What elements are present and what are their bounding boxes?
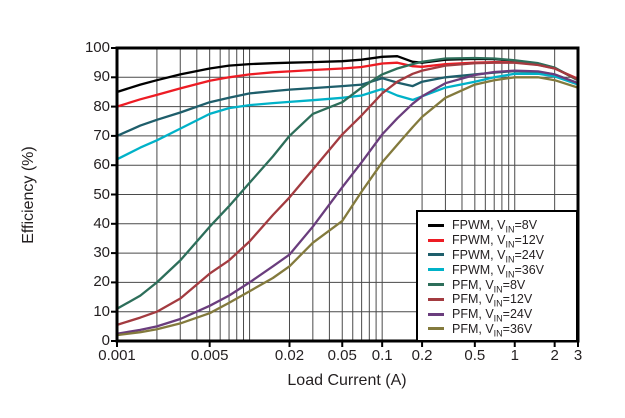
legend-item: PFM, VIN=24V [428,307,576,324]
y-tick-label: 20 [93,273,110,291]
data-curves [115,55,580,337]
x-tick-label: 0.005 [190,347,229,364]
x-tick-label: 0.2 [411,347,433,364]
x-tick-label: 3 [573,347,583,364]
legend-swatch-line [428,238,444,242]
legend-label: PFM, VIN=12V [452,292,533,309]
y-tick-label: 50 [93,185,110,203]
x-tick-label: 0.5 [464,347,486,364]
legend-label: PFM, VIN=24V [452,307,533,324]
legend-label: FPWM, VIN=36V [452,262,545,280]
x-tick-label: 0.1 [371,347,393,364]
legend-swatch-line [428,268,444,272]
legend-label: FPWM, VIN=24V [452,247,545,265]
legend-swatch-line [428,283,444,287]
legend-item: FPWM, VIN=12V [428,233,576,250]
y-tick-label: 60 [93,156,110,174]
x-tick-label: 1 [510,347,519,364]
legend-item: PFM, VIN=8V [428,277,576,295]
y-tick-label: 80 [93,97,110,115]
x-tick-label: 0.001 [98,347,136,364]
series-pfm-vin-8v [115,56,580,310]
legend-swatch-line [428,223,444,227]
series-pfm-vin-24v [115,69,580,335]
legend-item: FPWM, VIN=8V [428,218,576,235]
legend-item: PFM, VIN=12V [428,292,576,309]
y-tick-label: 70 [93,126,110,144]
series-pfm-vin-12v [115,61,580,327]
legend-swatch-line [428,312,444,316]
legend-label: PFM, VIN=8V [452,277,526,295]
y-axis-title: Efficiency (%) [20,146,37,244]
y-tick-label: 0 [101,332,110,349]
series-fpwm-vin-36v [115,72,580,161]
x-axis-title: Load Current (A) [287,372,407,389]
legend: FPWM, VIN=8V FPWM, VIN=12V FPWM, VIN=24V FP… [416,210,578,342]
legend-label: FPWM, VIN=8V [452,218,538,235]
legend-item: FPWM, VIN=24V [428,247,576,265]
x-tick-label: 0.05 [327,347,357,364]
y-tick-label: 30 [93,244,110,262]
legend-swatch-line [428,253,444,257]
legend-swatch-line [428,327,444,331]
x-tick-label: 2 [550,347,559,364]
x-tick-label: 0.02 [274,347,305,364]
y-tick-label: 100 [84,39,110,56]
legend-label: PFM, VIN=36V [452,321,533,339]
y-tick-label: 90 [93,68,110,86]
legend-label: FPWM, VIN=12V [452,233,545,250]
legend-item: PFM, VIN=36V [428,321,576,339]
legend-swatch-line [428,297,444,301]
y-tick-label: 10 [93,302,110,320]
legend-item: FPWM, VIN=36V [428,262,576,280]
y-tick-label: 40 [93,214,110,232]
plot-frame [115,46,580,343]
series-pfm-vin-36v [115,76,580,337]
